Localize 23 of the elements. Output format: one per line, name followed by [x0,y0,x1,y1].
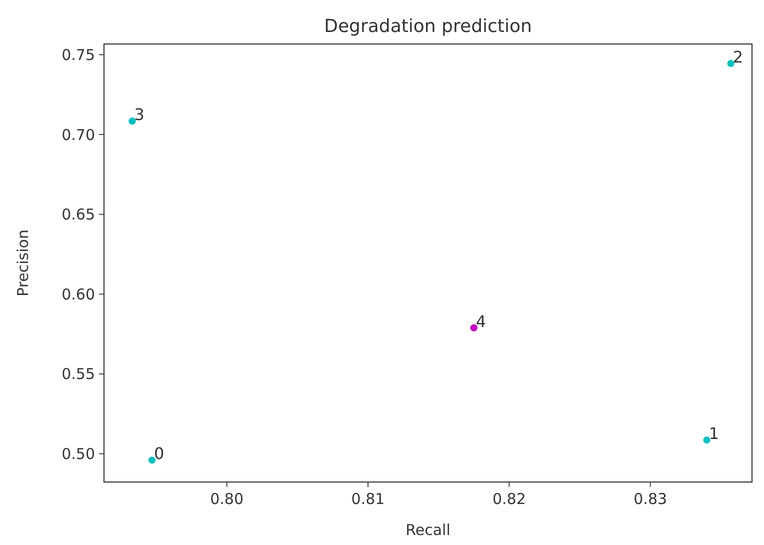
y-tick-label: 0.75 [62,46,95,64]
y-tick-label: 0.60 [62,285,95,304]
point [148,456,156,464]
point [470,324,478,332]
y-tick-label: 0.65 [62,206,95,224]
annotation: 2 [732,47,744,66]
x-tick-label: 0.81 [351,490,385,508]
annotation: 3 [134,105,144,124]
annotation: 0 [154,444,164,464]
point [703,436,710,444]
x-axis-title: Recall [406,521,450,539]
x-tick-label: 0.83 [634,490,668,508]
y-tick-label: 0.70 [62,126,95,144]
chart-title: Degradation prediction [324,16,532,37]
annotation: 4 [476,312,486,331]
annotation: 1 [708,424,720,444]
y-tick-label: 0.50 [62,444,95,463]
point [128,118,136,125]
y-tick-label: 0.55 [62,365,95,384]
x-tick-label: 0.82 [492,490,526,508]
x-tick-label: 0.80 [210,490,244,508]
point [727,60,734,68]
y-axis-title: Precision [14,230,32,296]
